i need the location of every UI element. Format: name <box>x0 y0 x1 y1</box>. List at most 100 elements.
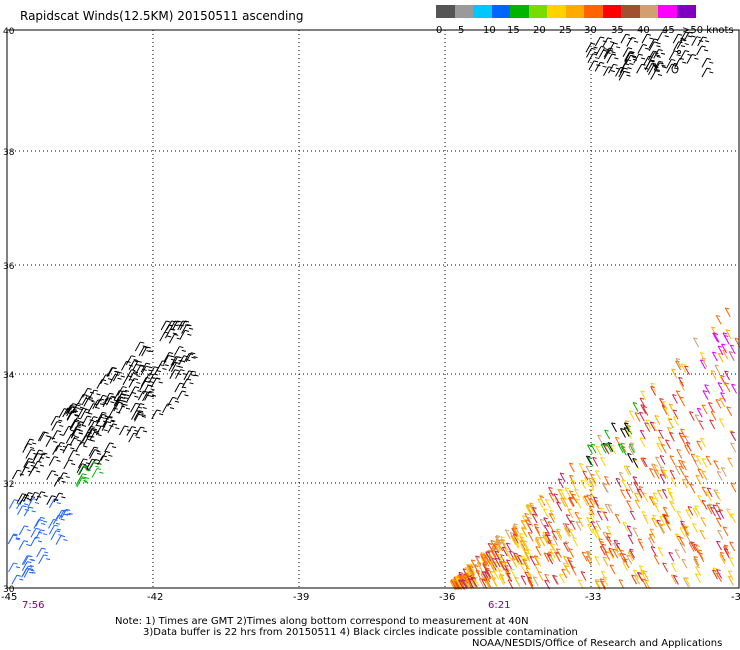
wind-barb <box>699 352 706 362</box>
wind-barb <box>38 554 51 565</box>
wind-barb <box>671 368 678 379</box>
wind-barb <box>134 365 147 375</box>
wind-barb <box>36 547 49 558</box>
wind-barb <box>701 486 708 497</box>
wind-barb <box>527 577 533 588</box>
wind-barb <box>661 488 668 499</box>
wind-barb <box>632 476 639 486</box>
wind-barb <box>45 437 58 447</box>
wind-barb <box>614 513 621 524</box>
wind-barb <box>641 578 648 589</box>
wind-barb <box>657 547 664 557</box>
wind-barb <box>670 562 677 573</box>
wind-barb <box>533 555 540 566</box>
wind-barb <box>717 345 724 356</box>
wind-barb <box>684 576 691 587</box>
wind-barb <box>138 346 151 357</box>
wind-barb <box>678 376 685 387</box>
wind-barb <box>718 417 725 428</box>
wind-barb <box>602 483 609 494</box>
wind-barb <box>628 445 635 456</box>
wind-barb <box>689 483 696 494</box>
wind-barb <box>513 552 519 563</box>
wind-barb <box>706 487 713 498</box>
wind-barb <box>8 533 21 544</box>
wind-barb <box>494 557 501 568</box>
wind-barb <box>529 555 536 566</box>
wind-barb <box>181 378 194 389</box>
wind-barb <box>617 443 624 454</box>
wind-barb <box>640 569 646 580</box>
wind-barb <box>556 528 563 539</box>
wind-barb <box>674 465 681 476</box>
wind-barb <box>503 561 510 572</box>
wind-barb <box>716 470 723 481</box>
map-title: Rapidscat Winds(12.5KM) 20150511 ascendi… <box>20 9 304 23</box>
wind-barb <box>668 50 681 61</box>
wind-barb <box>78 458 90 469</box>
wind-barb <box>628 410 635 421</box>
wind-barb <box>548 486 554 497</box>
wind-barb <box>627 452 633 463</box>
wind-barb <box>121 360 134 371</box>
wind-barb <box>713 333 720 343</box>
wind-barb <box>183 353 196 363</box>
wind-barb <box>600 570 607 581</box>
wind-barb <box>704 384 711 394</box>
wind-barb <box>662 506 669 517</box>
wind-barb <box>519 563 526 573</box>
wind-barb <box>562 497 569 508</box>
wind-barb <box>646 62 659 73</box>
wind-barb <box>622 47 635 57</box>
wind-barb <box>729 344 736 355</box>
wind-barb <box>30 536 43 547</box>
wind-barb <box>475 556 482 567</box>
wind-barb <box>568 548 575 558</box>
wind-barb <box>669 455 676 465</box>
wind-barb <box>726 508 733 519</box>
wind-barb <box>481 571 488 581</box>
wind-barb <box>585 465 592 476</box>
wind-barb <box>498 574 505 585</box>
wind-barb <box>559 472 566 483</box>
wind-barb <box>51 421 64 431</box>
colorbar-swatch <box>510 5 530 18</box>
wind-barb <box>35 491 48 501</box>
wind-barb <box>74 421 87 431</box>
wind-barb <box>594 61 607 72</box>
wind-barb <box>23 567 36 578</box>
wind-barb <box>637 538 644 549</box>
wind-barb <box>142 391 155 402</box>
wind-barb <box>568 490 575 501</box>
wind-barb <box>133 410 146 421</box>
wind-barb <box>712 504 719 515</box>
wind-barb <box>555 548 562 558</box>
wind-barb <box>636 571 643 582</box>
wind-barb <box>676 448 683 459</box>
wind-barb <box>498 560 505 571</box>
wind-barb <box>602 531 609 542</box>
wind-barb <box>574 488 580 499</box>
wind-barb <box>75 441 88 452</box>
wind-barb <box>167 396 180 407</box>
wind-barb <box>674 57 687 68</box>
wind-barbs <box>7 31 740 591</box>
wind-barb <box>134 403 147 413</box>
wind-barb <box>126 426 139 436</box>
wind-barb <box>717 529 724 540</box>
wind-barb <box>710 410 717 421</box>
wind-barb <box>535 546 542 556</box>
wind-barb <box>695 566 702 576</box>
wind-barb <box>521 527 528 538</box>
wind-barb <box>721 343 727 354</box>
wind-barb <box>552 574 558 585</box>
longitude-tick-label: -36 <box>439 592 455 603</box>
wind-barb <box>685 441 692 452</box>
wind-barb <box>615 477 622 488</box>
wind-barb <box>599 545 606 556</box>
wind-barb <box>672 33 685 44</box>
wind-barb <box>730 482 737 493</box>
wind-barb <box>620 33 633 44</box>
wind-barb <box>674 548 681 559</box>
wind-barb <box>132 360 145 371</box>
